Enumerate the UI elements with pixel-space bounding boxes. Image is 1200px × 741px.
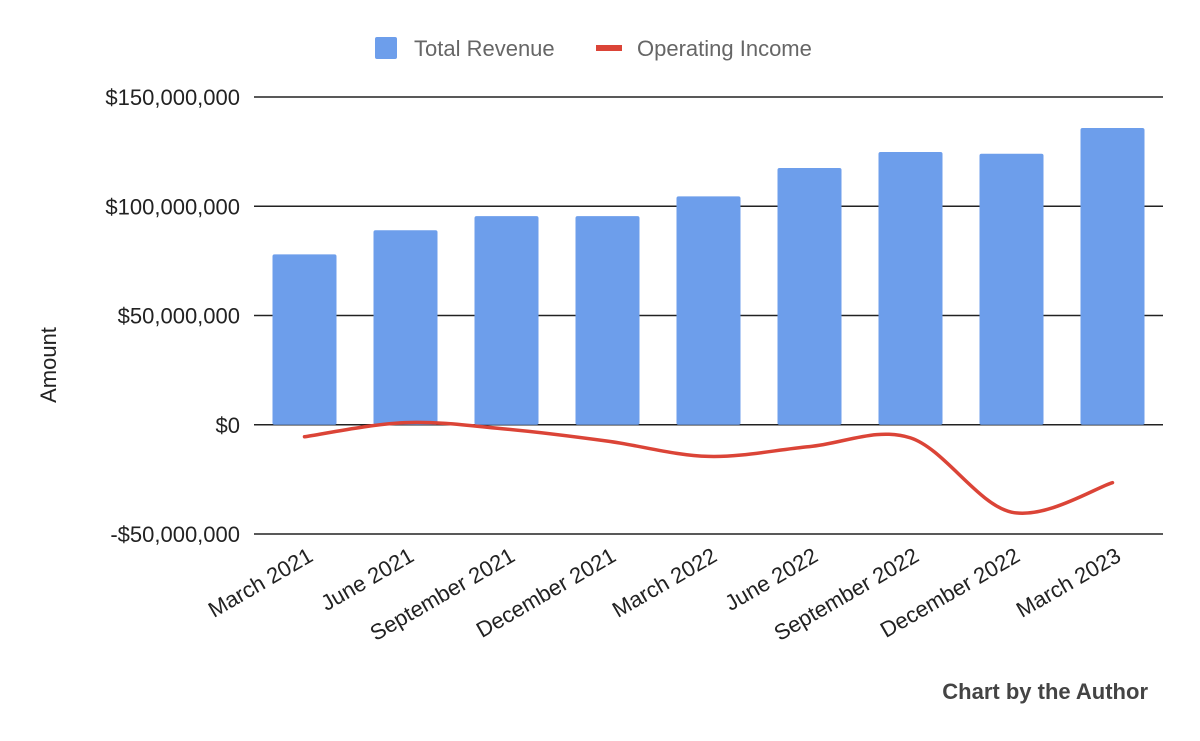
bar-total-revenue [575,216,640,425]
y-tick-label: $50,000,000 [118,304,240,329]
bar-series [272,128,1145,425]
y-tick-label: $0 [216,413,240,438]
bar-total-revenue [272,254,337,425]
legend-label-total-revenue: Total Revenue [414,36,555,61]
legend-swatch-total-revenue [375,37,397,59]
bar-total-revenue [676,196,741,425]
legend-swatch-operating-income [596,45,622,51]
y-tick-label: $150,000,000 [105,85,240,110]
legend-label-operating-income: Operating Income [637,36,812,61]
chart-credit: Chart by the Author [942,679,1148,704]
y-tick-label: $100,000,000 [105,194,240,219]
bar-total-revenue [373,230,438,425]
y-axis-title: Amount [36,327,61,403]
bar-total-revenue [1080,128,1145,425]
legend: Total Revenue Operating Income [375,36,812,61]
line-series [302,420,1115,516]
y-axis-ticks: $150,000,000 $100,000,000 $50,000,000 $0 -$5… [105,85,240,547]
y-tick-label: -$50,000,000 [110,522,240,547]
bar-total-revenue [979,153,1044,425]
x-tick-label: March 2022 [608,543,721,623]
bar-total-revenue [878,152,943,425]
x-tick-label: March 2021 [204,543,317,623]
bar-total-revenue [474,216,539,425]
x-tick-label: March 2023 [1012,543,1125,623]
bar-total-revenue [777,168,842,425]
line-operating-income [302,420,1115,516]
